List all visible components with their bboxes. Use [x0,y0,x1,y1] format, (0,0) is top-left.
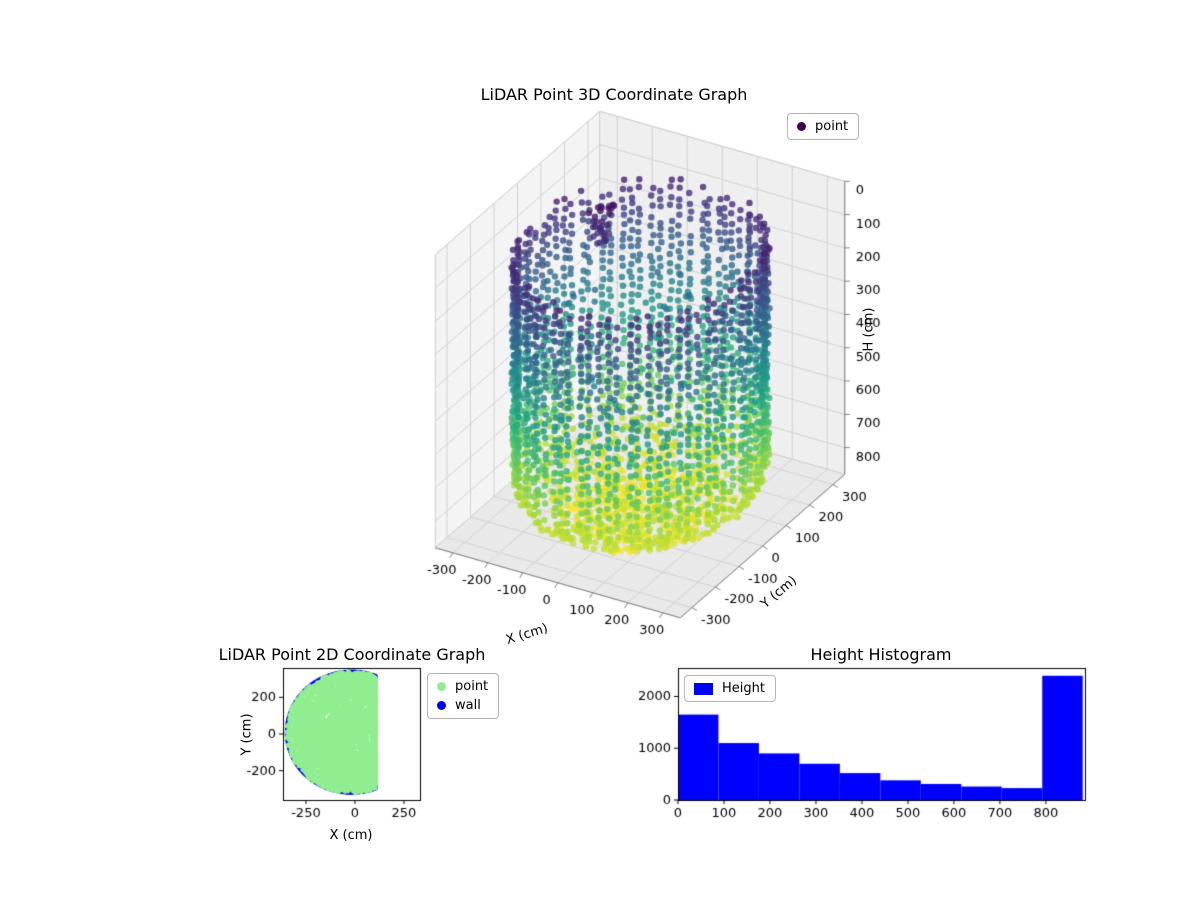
point-marker-icon [797,122,806,131]
height-bar-swatch-icon [694,682,713,695]
plot2d-legend: point wall [427,673,500,719]
histogram-legend-label: Height [722,681,765,696]
plot2d-y-axis-label: Y (cm) [239,713,255,756]
plot3d-legend-label: point [815,119,849,134]
plot2d-legend-label-point: point [455,679,489,694]
point-marker-icon [437,682,446,691]
plot3d-legend: point [787,113,860,140]
plot2d-x-axis-label: X (cm) [329,828,373,843]
histogram-title: Height Histogram [810,645,952,664]
wall-marker-icon [437,701,446,710]
plot3d-title: LiDAR Point 3D Coordinate Graph [480,85,748,104]
plot2d-legend-item-wall: wall [437,698,488,713]
histogram-legend-item-height: Height [694,681,765,696]
histogram-legend: Height [684,675,776,702]
plot2d-title: LiDAR Point 2D Coordinate Graph [218,645,486,664]
plot2d-legend-label-wall: wall [455,698,481,713]
plot3d-z-axis-label: H (cm) [861,307,877,352]
plot2d-legend-item-point: point [437,679,488,694]
plot3d-legend-item-point: point [797,119,848,134]
